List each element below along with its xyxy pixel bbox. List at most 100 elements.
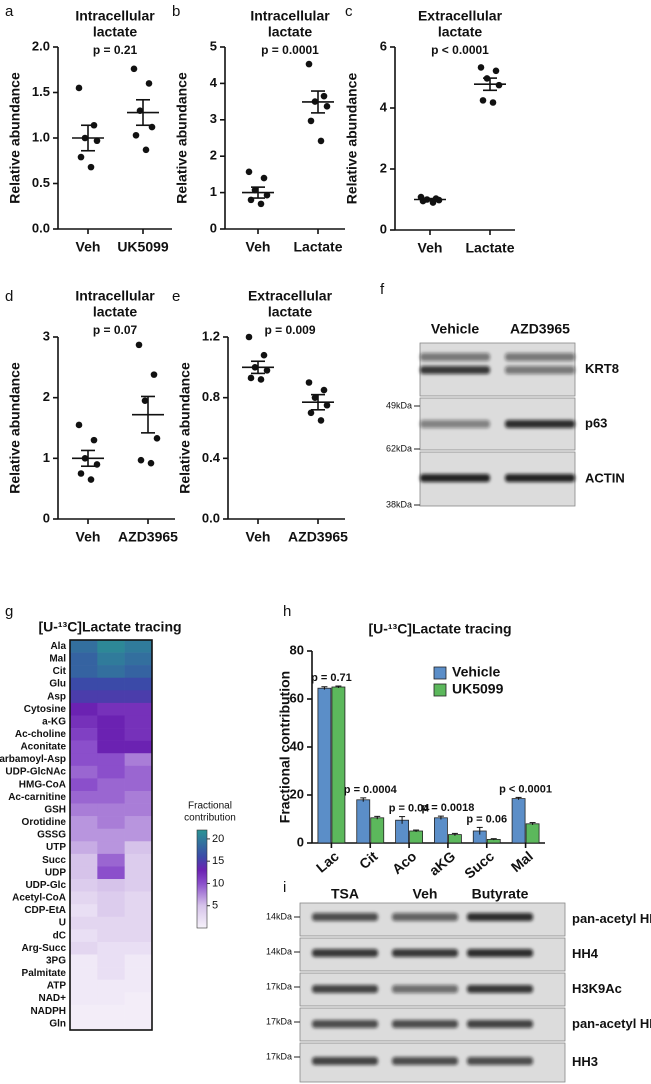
y-tick-label: 6	[380, 38, 387, 53]
y-tick-label: 0	[297, 834, 304, 849]
row-label: a-KG	[42, 716, 66, 727]
heat-cell	[97, 803, 125, 817]
heat-cell	[70, 715, 98, 729]
x-tick-label: Succ	[461, 848, 497, 882]
heat-cell	[70, 941, 98, 955]
heat-cell	[97, 1004, 125, 1018]
row-label: ACTIN	[585, 470, 625, 485]
heat-cell	[124, 929, 153, 943]
heat-cell	[70, 979, 98, 993]
heat-cell	[124, 803, 153, 817]
heat-cell	[124, 665, 153, 679]
heat-cell	[124, 891, 153, 905]
colorbar	[196, 829, 208, 929]
data-point	[477, 64, 485, 71]
data-point	[263, 191, 271, 199]
legend-swatch	[433, 683, 447, 697]
heat-cell	[97, 665, 125, 679]
x-tick-label: Veh	[418, 240, 443, 256]
x-tick-label: Veh	[246, 529, 271, 545]
y-tick-label: 3	[210, 111, 217, 126]
heat-cell	[70, 652, 98, 666]
row-label: 3PG	[46, 955, 66, 966]
panel-label: b	[172, 3, 180, 20]
heat-cell	[124, 677, 153, 691]
marker-label: 62kDa	[386, 443, 412, 453]
x-tick-label: Aco	[389, 848, 420, 877]
row-label: Glu	[49, 679, 66, 690]
heat-cell	[70, 992, 98, 1006]
data-point	[323, 103, 331, 110]
row-label: Ac-choline	[15, 729, 67, 740]
chart-title: Intracellular	[75, 288, 155, 304]
data-point	[251, 186, 259, 194]
heat-cell	[124, 853, 153, 867]
blot-band	[420, 474, 490, 482]
row-label: Ala	[50, 641, 66, 652]
heat-cell	[97, 916, 125, 930]
heat-cell	[70, 954, 98, 968]
panel-label: g	[5, 603, 13, 620]
bar	[356, 799, 371, 844]
row-label: HH3	[572, 1054, 598, 1069]
blot-band	[420, 420, 490, 428]
panel-label: a	[5, 3, 14, 20]
chart-title: lactate	[93, 304, 138, 320]
row-label: Orotidine	[22, 817, 67, 828]
blot-band	[505, 366, 575, 374]
p-value: p = 0.0018	[421, 802, 474, 814]
heat-cell	[97, 967, 125, 980]
lane-label: Butyrate	[472, 886, 529, 902]
heat-cell	[124, 652, 153, 666]
colorbar-tick-label: 20	[212, 833, 224, 845]
row-label: Mal	[49, 654, 66, 665]
lane-label: TSA	[331, 886, 359, 902]
row-label: Aconitate	[20, 742, 66, 753]
heat-cell	[70, 1017, 98, 1031]
y-tick-label: 0	[43, 510, 50, 525]
heat-cell	[97, 790, 125, 804]
blot-band	[392, 985, 458, 993]
colorbar-tick-label: 10	[212, 877, 224, 889]
heat-cell	[97, 690, 125, 704]
marker-label: 49kDa	[386, 400, 412, 410]
heat-cell	[70, 690, 98, 704]
data-point	[307, 117, 315, 125]
data-point	[90, 436, 98, 444]
data-point	[257, 200, 265, 208]
y-tick-label: 0	[380, 221, 387, 236]
heat-cell	[124, 765, 153, 779]
heat-cell	[70, 803, 98, 817]
data-point	[148, 123, 156, 131]
data-point	[87, 163, 95, 171]
chart-title: lactate	[268, 24, 313, 40]
y-tick-label: 1	[210, 184, 217, 199]
heat-cell	[124, 816, 153, 830]
row-label: p63	[585, 415, 607, 430]
heat-cell	[124, 1004, 153, 1018]
heat-cell	[124, 941, 153, 955]
heat-cell	[70, 841, 98, 855]
p-value: p = 0.71	[311, 672, 352, 684]
marker-label: 14kDa	[266, 946, 292, 956]
data-point	[317, 417, 325, 424]
y-tick-label: 1.0	[32, 129, 50, 144]
blot-band	[505, 474, 575, 482]
x-tick-label: UK5099	[117, 239, 169, 255]
row-label: Arg-Succ	[22, 943, 67, 954]
row-label: ATP	[47, 981, 67, 992]
colorbar-tick-label: 5	[212, 900, 218, 912]
row-label: UTP	[46, 842, 66, 853]
heat-cell	[70, 879, 98, 892]
data-point	[247, 374, 255, 382]
data-point	[75, 421, 83, 429]
p-value: p = 0.21	[93, 43, 138, 57]
y-tick-label: 0	[210, 220, 217, 235]
x-tick-label: Cit	[356, 848, 381, 872]
bar	[525, 823, 540, 844]
heat-cell	[70, 866, 98, 880]
panel-label: c	[345, 3, 353, 20]
data-point	[320, 92, 328, 100]
chart-title: lactate	[93, 24, 138, 40]
heat-cell	[97, 929, 125, 943]
